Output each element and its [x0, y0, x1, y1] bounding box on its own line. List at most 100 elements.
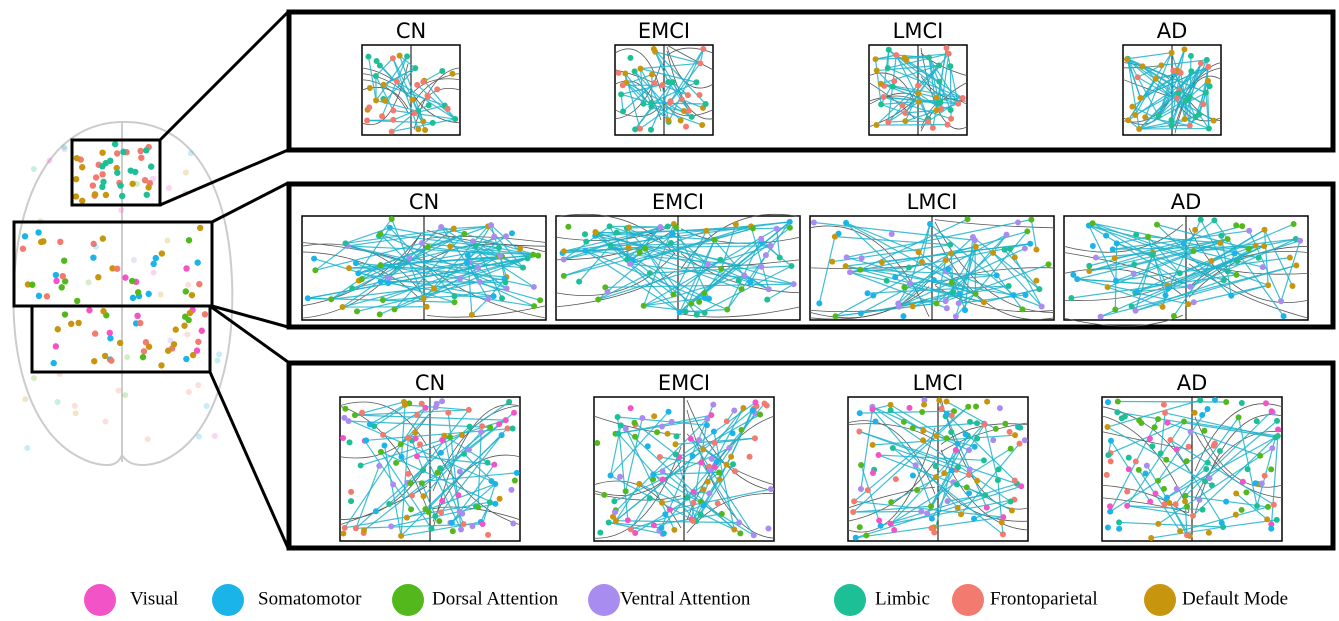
node-dot	[945, 122, 951, 128]
node-dot	[1278, 298, 1284, 304]
node-dot	[73, 410, 79, 416]
node-dot	[787, 219, 793, 225]
panel-title: CN	[396, 19, 426, 43]
node-dot	[59, 284, 65, 290]
node-dot	[948, 250, 954, 256]
node-dot	[145, 436, 151, 442]
node-dot	[972, 444, 978, 450]
node-dot	[1281, 313, 1287, 319]
node-dot	[1291, 221, 1297, 227]
node-dot	[654, 429, 660, 435]
node-dot	[1124, 503, 1130, 509]
node-dot	[114, 265, 120, 271]
node-dot	[1152, 490, 1158, 496]
node-dot	[491, 234, 497, 240]
node-dot	[934, 433, 940, 439]
node-dot	[469, 312, 475, 318]
node-dot	[561, 273, 567, 279]
node-dot	[890, 445, 896, 451]
node-dot	[948, 107, 954, 113]
node-dot	[447, 434, 453, 440]
panel-title: AD	[1171, 190, 1202, 214]
node-dot	[312, 267, 318, 273]
node-dot	[955, 505, 961, 511]
node-dot	[892, 274, 898, 280]
node-dot	[475, 265, 481, 271]
node-dot	[185, 317, 191, 323]
node-dot	[878, 523, 884, 529]
node-dot	[1144, 463, 1150, 469]
node-dot	[1143, 470, 1149, 476]
node-dot	[1177, 528, 1183, 534]
node-dot	[1016, 441, 1022, 447]
node-dot	[1070, 272, 1076, 278]
node-dot	[716, 469, 722, 475]
node-dot	[497, 496, 503, 502]
node-dot	[608, 243, 614, 249]
node-dot	[374, 58, 380, 64]
node-dot	[419, 240, 425, 246]
node-dot	[690, 453, 696, 459]
node-dot	[92, 191, 98, 197]
node-dot	[1211, 217, 1217, 223]
node-dot	[671, 527, 677, 533]
node-dot	[974, 478, 980, 484]
node-dot	[971, 516, 977, 522]
node-dot	[888, 499, 894, 505]
node-dot	[626, 225, 632, 231]
node-dot	[452, 116, 458, 122]
node-dot	[391, 306, 397, 312]
node-dot	[55, 326, 61, 332]
node-dot	[450, 528, 456, 534]
node-dot	[1156, 113, 1162, 119]
node-dot	[660, 468, 666, 474]
node-dot	[1090, 243, 1096, 249]
node-dot	[204, 403, 210, 409]
node-dot	[93, 244, 99, 250]
node-dot	[673, 451, 679, 457]
node-dot	[112, 141, 118, 147]
node-dot	[914, 487, 920, 493]
node-dot	[984, 504, 990, 510]
node-dot	[1269, 408, 1275, 414]
node-dot	[926, 55, 932, 61]
node-dot	[1191, 248, 1197, 254]
node-dot	[141, 348, 147, 354]
node-dot	[903, 57, 909, 63]
node-dot	[438, 509, 444, 515]
node-dot	[122, 274, 128, 280]
node-dot	[625, 517, 631, 523]
node-dot	[639, 415, 645, 421]
node-dot	[1155, 478, 1161, 484]
node-dot	[358, 462, 364, 468]
node-dot	[704, 416, 710, 422]
node-dot	[1236, 414, 1242, 420]
node-dot	[730, 430, 736, 436]
node-dot	[1046, 261, 1052, 267]
node-dot	[422, 405, 428, 411]
node-dot	[1190, 513, 1196, 519]
node-dot	[881, 94, 887, 100]
node-dot	[432, 513, 438, 519]
node-dot	[382, 98, 388, 104]
node-dot	[1196, 112, 1202, 118]
node-dot	[377, 311, 383, 317]
node-dot	[352, 412, 358, 418]
node-dot	[934, 95, 940, 101]
node-dot	[667, 507, 673, 513]
connector	[160, 12, 288, 140]
node-dot	[158, 292, 164, 298]
node-dot	[340, 304, 346, 310]
legend-swatch	[834, 584, 866, 616]
node-dot	[86, 307, 92, 313]
node-dot	[131, 257, 137, 263]
zoom-box	[14, 222, 212, 306]
node-dot	[616, 70, 622, 76]
node-dot	[1201, 428, 1207, 434]
node-dot	[994, 272, 1000, 278]
node-dot	[449, 520, 455, 526]
node-dot	[700, 46, 706, 52]
node-dot	[1209, 482, 1215, 488]
node-dot	[934, 107, 940, 113]
node-dot	[811, 219, 817, 225]
